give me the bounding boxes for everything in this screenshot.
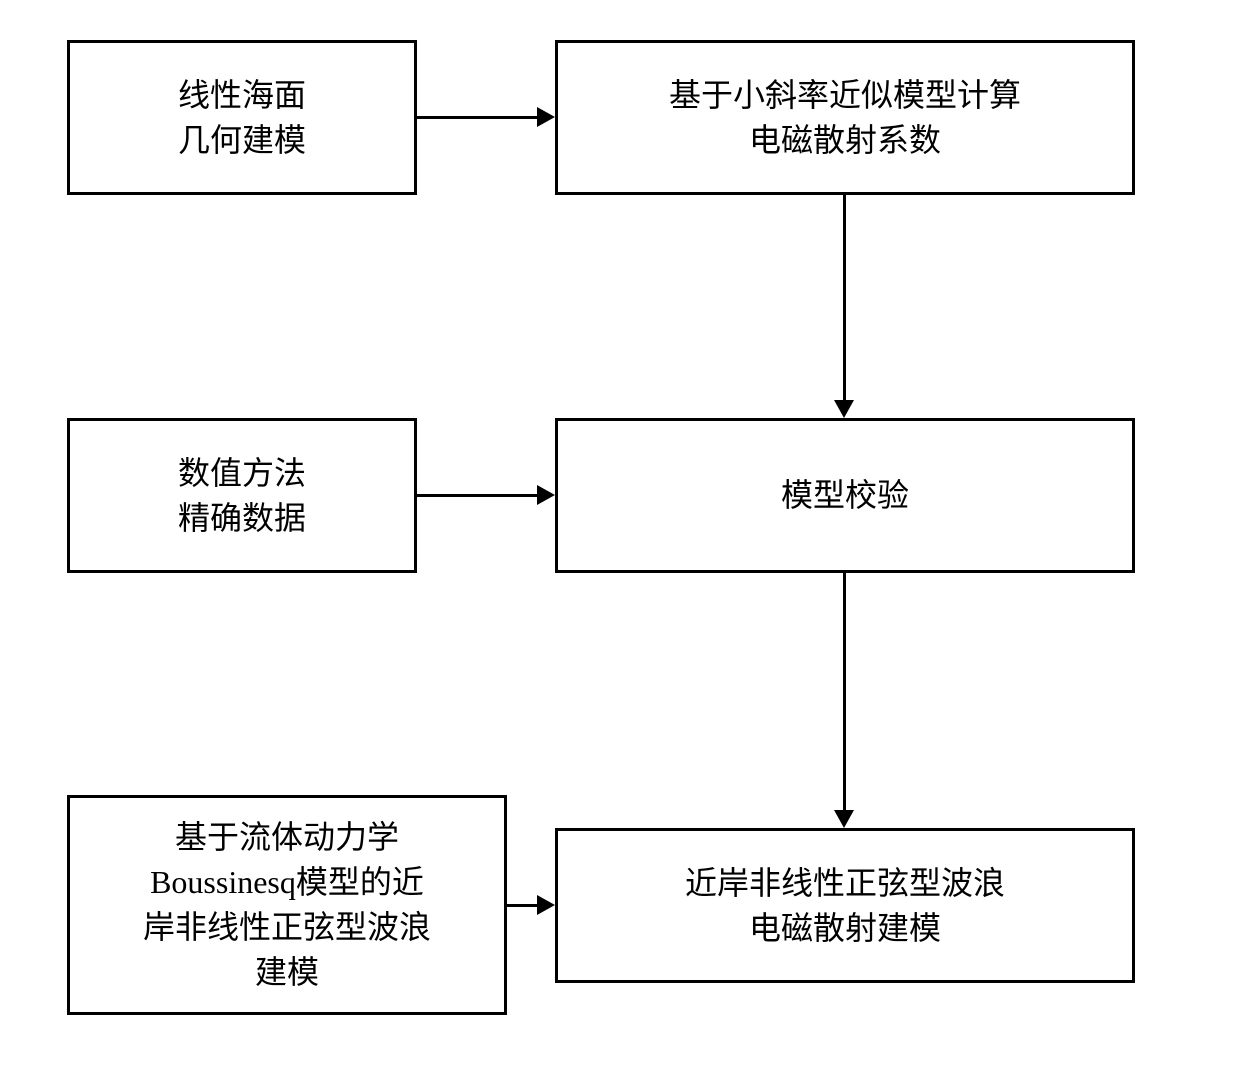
flowchart-node-linear-sea: 线性海面几何建模 bbox=[67, 40, 417, 195]
flowchart-node-scattering-coef: 基于小斜率近似模型计算电磁散射系数 bbox=[555, 40, 1135, 195]
arrow-head-icon bbox=[834, 810, 854, 828]
node-text: 基于小斜率近似模型计算电磁散射系数 bbox=[669, 73, 1021, 163]
arrow-line bbox=[843, 573, 846, 810]
arrow-head-icon bbox=[537, 107, 555, 127]
node-text: 模型校验 bbox=[781, 473, 909, 518]
arrow-head-icon bbox=[537, 895, 555, 915]
flowchart-node-em-scattering: 近岸非线性正弦型波浪电磁散射建模 bbox=[555, 828, 1135, 983]
arrow-line bbox=[417, 494, 537, 497]
flowchart-node-boussinesq: 基于流体动力学Boussinesq模型的近岸非线性正弦型波浪建模 bbox=[67, 795, 507, 1015]
arrow-head-icon bbox=[834, 400, 854, 418]
arrow-line bbox=[507, 904, 537, 907]
arrow-line bbox=[417, 116, 537, 119]
node-text: 基于流体动力学Boussinesq模型的近岸非线性正弦型波浪建模 bbox=[143, 815, 431, 994]
node-text: 数值方法精确数据 bbox=[178, 451, 306, 541]
node-text: 线性海面几何建模 bbox=[178, 73, 306, 163]
node-text: 近岸非线性正弦型波浪电磁散射建模 bbox=[685, 861, 1005, 951]
flowchart-node-model-validation: 模型校验 bbox=[555, 418, 1135, 573]
arrow-head-icon bbox=[537, 485, 555, 505]
arrow-line bbox=[843, 195, 846, 400]
flowchart-node-numerical-data: 数值方法精确数据 bbox=[67, 418, 417, 573]
